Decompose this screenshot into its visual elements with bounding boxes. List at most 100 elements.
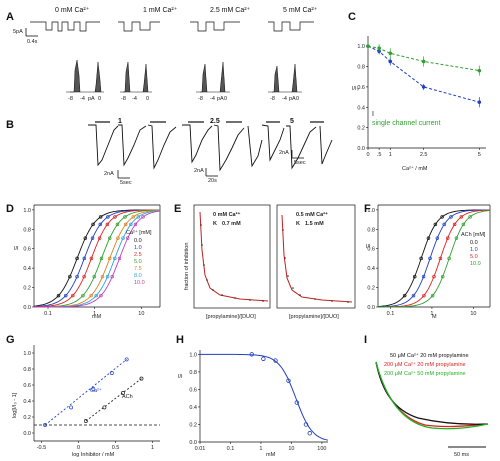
data-point [124, 357, 129, 362]
scale-label: 2nA [194, 168, 204, 174]
amplitude-histogram: -8 -4 pA 0 [268, 63, 302, 102]
fit-curve [34, 209, 160, 308]
data-point [100, 274, 105, 279]
y-tick-label: 0.0 [23, 431, 31, 437]
data-point [468, 215, 472, 219]
data-point [426, 236, 431, 240]
fit-curve [200, 353, 329, 441]
x-tick-label: 1 [259, 446, 262, 452]
legend-entry: 5.0 [134, 259, 142, 265]
scale-label: 50 ms [454, 452, 469, 458]
x-tick-label: 1 [430, 311, 433, 317]
y-tick-label: 1.0 [23, 351, 31, 357]
x-tick-label: 2.5 [420, 152, 428, 158]
x-axis-label: M [432, 314, 437, 320]
data-point [83, 419, 88, 423]
data-point [89, 256, 94, 261]
data-point [83, 236, 88, 240]
panel-f: F 0.1 1 100.00.20.40.60.81.0 ACh [mM] 0.01… [364, 203, 491, 320]
panel-h-label: H [176, 334, 184, 346]
y-tick-label: 0.8 [23, 367, 31, 373]
x-tick-label: 1 [389, 152, 392, 158]
current-trace-black [375, 361, 489, 425]
current-trace-green [375, 361, 489, 430]
panel-g-label: G [6, 334, 15, 346]
x-tick-label: 0.1 [387, 311, 395, 317]
scale-label: 2nA [104, 171, 114, 177]
data-point [377, 46, 381, 51]
data-point [402, 293, 407, 298]
y-tick-label: 0.6 [23, 247, 31, 253]
y-tick-label: 0.8 [357, 65, 365, 71]
panel-h: H 0.01 0.1 1 10 100 0.0 0.2 0.4 0.6 0.8 1.0 I/I mM [176, 334, 329, 458]
condition-label: 0 mM Ca²⁺ [55, 7, 90, 14]
x-tick-label: 10 [470, 311, 476, 317]
y-tick-label: 0.0 [23, 305, 31, 311]
scale-label: 5sec [294, 160, 306, 166]
data-point [438, 256, 443, 261]
fit-curve [34, 210, 161, 308]
panel-c-label: C [348, 11, 356, 23]
legend-entry: 200 μM Ca²⁺ 20 mM propylamine [384, 361, 466, 368]
data-points [200, 224, 349, 303]
data-point [461, 222, 466, 227]
panel-c: C 0 .5 1 2.5 5 0.0 0.2 0.4 0.6 0.8 1.0 I single ch… [348, 11, 486, 172]
panel-d-legend: 0.01.02.55.07.58.010.0 [134, 238, 145, 286]
scale-label: 2nA [279, 150, 289, 156]
hist-tick: -8 [121, 96, 126, 102]
data-point [90, 236, 95, 240]
y-tick-label: 0.8 [23, 227, 31, 233]
single-channel-trace [30, 21, 100, 32]
panel-d: D 0.1 1 10 0.0 0.2 0.4 0.6 0.8 1.0 Ca²⁺ [mM] 0.0… [6, 203, 161, 320]
data-point [107, 236, 112, 240]
data-point [435, 236, 440, 240]
data-point [273, 358, 278, 363]
single-channel-trace [118, 21, 160, 32]
data-point [129, 222, 133, 227]
ca-value: 2.5 [210, 118, 220, 125]
panel-c-chart: 0 .5 1 2.5 5 0.0 0.2 0.4 0.6 0.8 1.0 [357, 36, 486, 158]
x-axis-label: [propylamine]/[DUO] [206, 314, 256, 320]
data-point [432, 274, 436, 279]
panel-g: G -0.5 0 0.5 1 0.0 0.2 0.4 0.6 0.8 1.0 Ca²⁺ ACh l… [6, 334, 160, 458]
y-tick-label: 0.2 [23, 415, 31, 421]
panel-a: A 0 mM Ca²⁺ 1 mM Ca²⁺ 2.5 mM Ca²⁺ 5 mM C… [6, 7, 318, 102]
legend-entry: 1.0 [470, 247, 478, 253]
y-tick-label: 0.6 [367, 247, 375, 253]
hist-tick: 0 [98, 96, 101, 102]
data-point [69, 405, 74, 410]
y-tick-label: 0.6 [357, 85, 365, 91]
data-point [139, 376, 144, 381]
y-axis-label: log[I/I₀ - 1] [12, 392, 18, 418]
plot-frame [193, 204, 271, 309]
x-tick-label: 0.1 [44, 311, 52, 317]
ca-value: 5 [290, 118, 294, 125]
data-point [428, 256, 432, 261]
x-tick-label: 0.5 [112, 445, 120, 451]
x-tick-label: 0.01 [195, 446, 206, 452]
x-tick-label: 0.1 [227, 446, 235, 452]
data-point [433, 222, 438, 227]
x-tick-label: 10 [138, 311, 144, 317]
hist-tick: pA [88, 96, 95, 102]
data-point [117, 256, 122, 261]
y-tick-label: 0.8 [367, 227, 375, 233]
panel-b: B 1 2.5 5 2nA 5sec 2nA 20s 2nA 5sec [6, 118, 333, 186]
data-point [286, 378, 291, 383]
single-channel-trace [190, 21, 240, 32]
panel-e-label: E [174, 203, 181, 215]
data-point [109, 371, 114, 375]
data-point [411, 293, 416, 298]
x-axis-label: [propylamine]/[DUO] [289, 314, 339, 320]
data-point [421, 274, 426, 279]
data-point [91, 222, 95, 227]
y-tick-label: 0.4 [367, 266, 375, 272]
data-point [449, 215, 453, 219]
x-axis-label: mM [266, 452, 276, 458]
y-tick-label: 0.2 [189, 422, 197, 428]
legend-entry: 5.0 [470, 254, 478, 260]
x-tick-label: .5 [377, 152, 382, 158]
data-point [68, 274, 72, 279]
data-point [98, 215, 103, 219]
panel-i: I 50 μM Ca²⁺ 20 mM propylamine 200 μM Ca… [364, 334, 489, 458]
